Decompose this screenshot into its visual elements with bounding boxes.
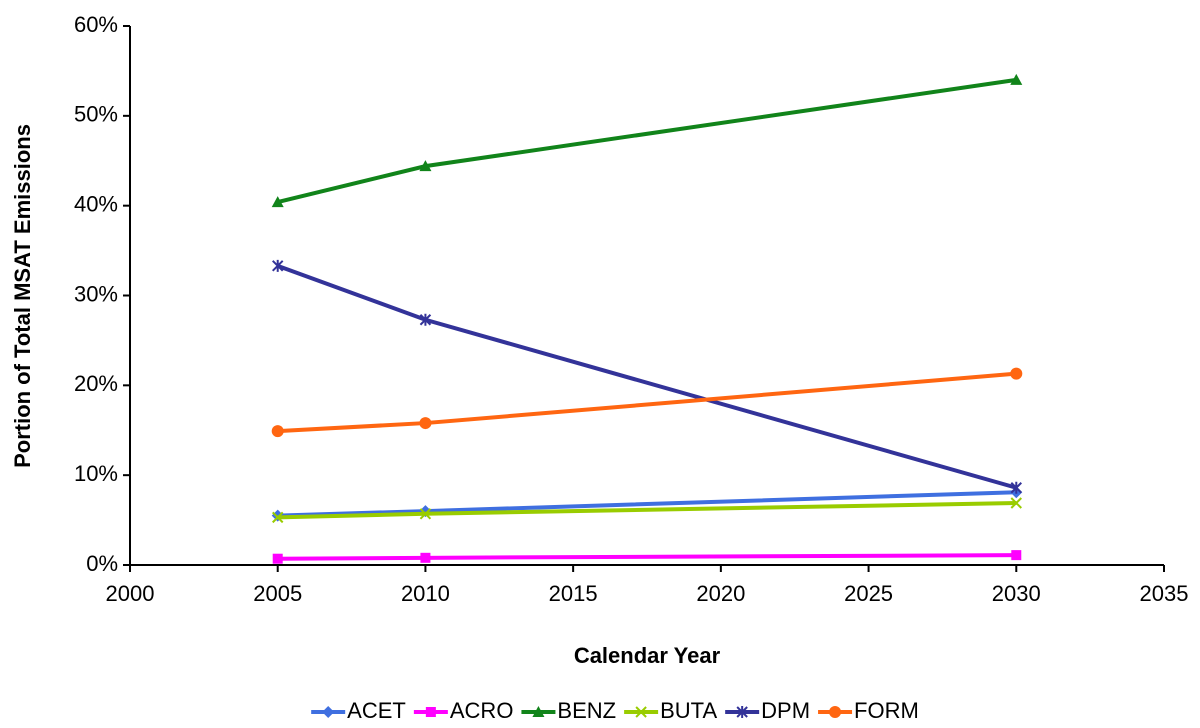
- legend-marker: [736, 706, 748, 718]
- legend-item: ACRO: [413, 698, 514, 723]
- legend-item: BENZ: [521, 698, 616, 723]
- legend-marker: [322, 706, 335, 718]
- marker: [1010, 73, 1023, 85]
- marker: [271, 196, 284, 208]
- marker: [272, 553, 283, 564]
- marker: [419, 508, 432, 520]
- marker: [419, 313, 432, 326]
- legend-marker: [425, 707, 436, 717]
- y-tick-label: 40%: [74, 191, 118, 216]
- y-tick-label: 10%: [74, 461, 118, 486]
- legend-marker: [829, 706, 842, 718]
- marker: [420, 552, 431, 563]
- y-tick-label: 0%: [86, 551, 118, 576]
- legend-item: ACET: [311, 698, 406, 723]
- series-line: [277, 263, 1017, 490]
- legend-label: ACRO: [450, 698, 514, 723]
- legend-marker: [532, 706, 545, 717]
- legend-label: ACET: [347, 698, 406, 723]
- y-tick-label: 60%: [74, 12, 118, 37]
- y-tick-label: 20%: [74, 371, 118, 396]
- legend-item: DPM: [725, 698, 810, 723]
- legend-label: BENZ: [557, 698, 616, 723]
- legend-label: BUTA: [660, 698, 717, 723]
- legend-label: FORM: [854, 698, 919, 723]
- x-tick-label: 2015: [549, 581, 598, 606]
- legend-item: BUTA: [624, 698, 717, 723]
- series-line: [277, 77, 1017, 205]
- marker: [419, 417, 432, 430]
- x-tick-label: 2000: [106, 581, 155, 606]
- x-tick-label: 2025: [844, 581, 893, 606]
- x-tick-label: 2005: [253, 581, 302, 606]
- x-tick-label: 2035: [1140, 581, 1189, 606]
- series-line: [277, 553, 1017, 561]
- x-tick-label: 2030: [992, 581, 1041, 606]
- y-axis-title: Portion of Total MSAT Emissions: [10, 124, 35, 468]
- y-tick-label: 50%: [74, 102, 118, 127]
- marker: [419, 160, 432, 172]
- y-tick-label: 30%: [74, 281, 118, 306]
- marker: [271, 425, 284, 438]
- x-tick-label: 2010: [401, 581, 450, 606]
- marker: [1010, 367, 1023, 380]
- legend-marker: [635, 706, 647, 718]
- legend-item: FORM: [818, 698, 919, 723]
- legend-label: DPM: [761, 698, 810, 723]
- marker: [272, 259, 284, 272]
- marker: [1010, 481, 1022, 494]
- x-axis-title: Calendar Year: [574, 643, 721, 668]
- marker: [1011, 550, 1022, 561]
- marker: [272, 511, 284, 524]
- legend: ACET ACRO BENZ BUTA DPM FORM: [311, 698, 919, 723]
- x-tick-label: 2020: [696, 581, 745, 606]
- marker: [1010, 497, 1022, 509]
